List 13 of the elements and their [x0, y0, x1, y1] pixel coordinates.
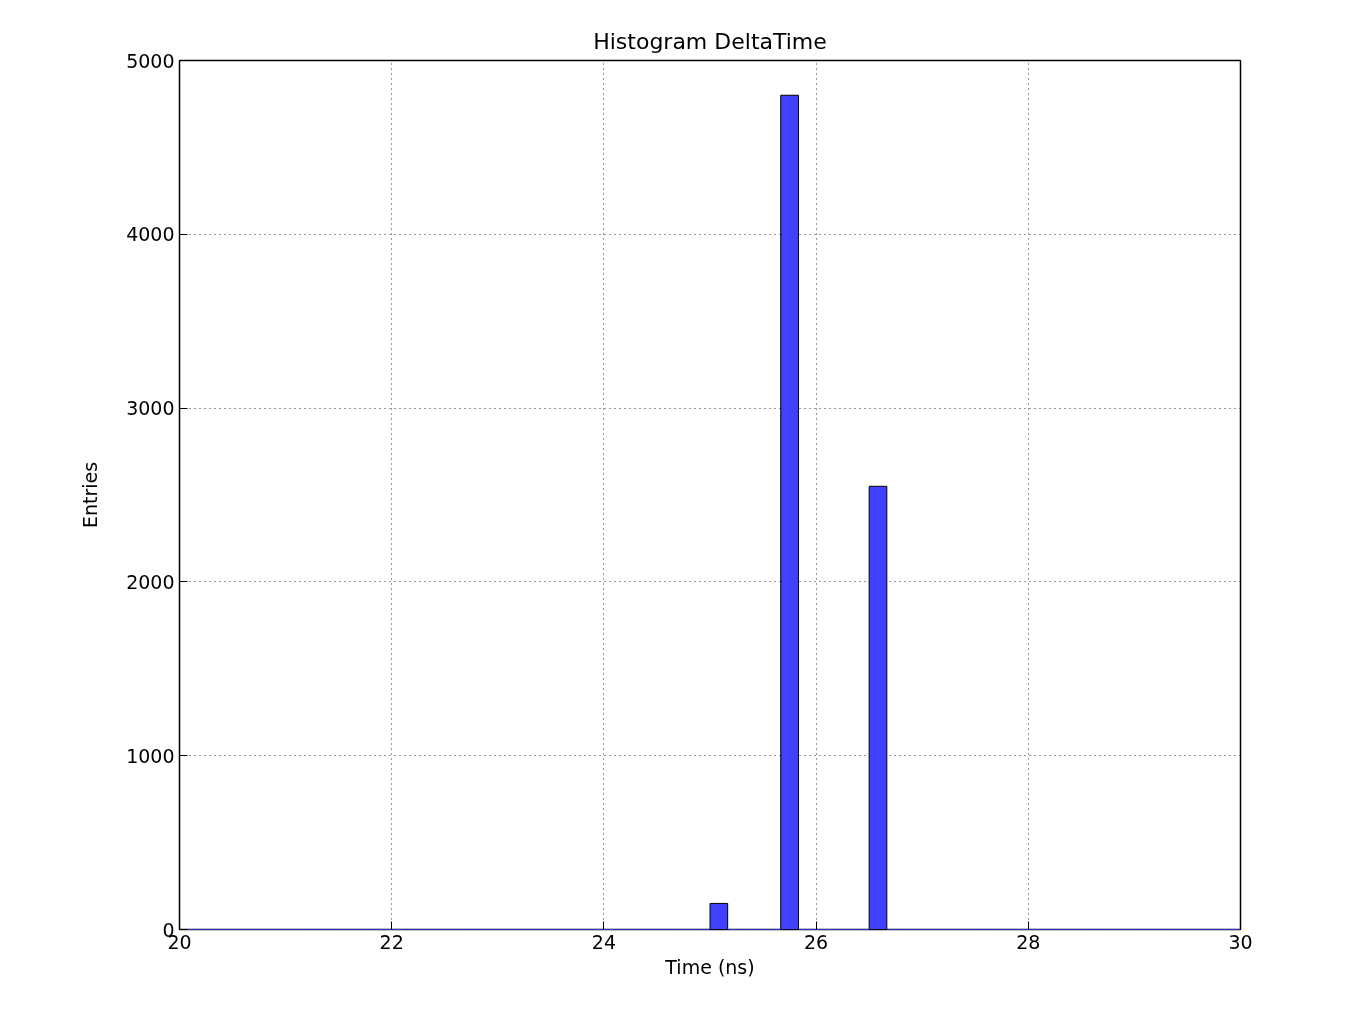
- y-tick-label: 1000: [126, 744, 175, 767]
- y-tick-label: 3000: [126, 397, 175, 420]
- y-tick-label: 5000: [126, 49, 175, 72]
- x-tick-label: 26: [804, 930, 829, 953]
- chart-title: Histogram DeltaTime: [593, 28, 827, 54]
- x-axis-title: Time (ns): [664, 955, 755, 978]
- y-tick-label: 4000: [126, 223, 175, 246]
- y-tick-label: 2000: [126, 570, 175, 593]
- x-tick-label: 30: [1228, 930, 1253, 953]
- y-axis-title: Entries: [79, 461, 102, 529]
- x-tick-label: 24: [591, 930, 616, 953]
- x-tick-label: 28: [1016, 930, 1041, 953]
- x-tick-label: 22: [379, 930, 404, 953]
